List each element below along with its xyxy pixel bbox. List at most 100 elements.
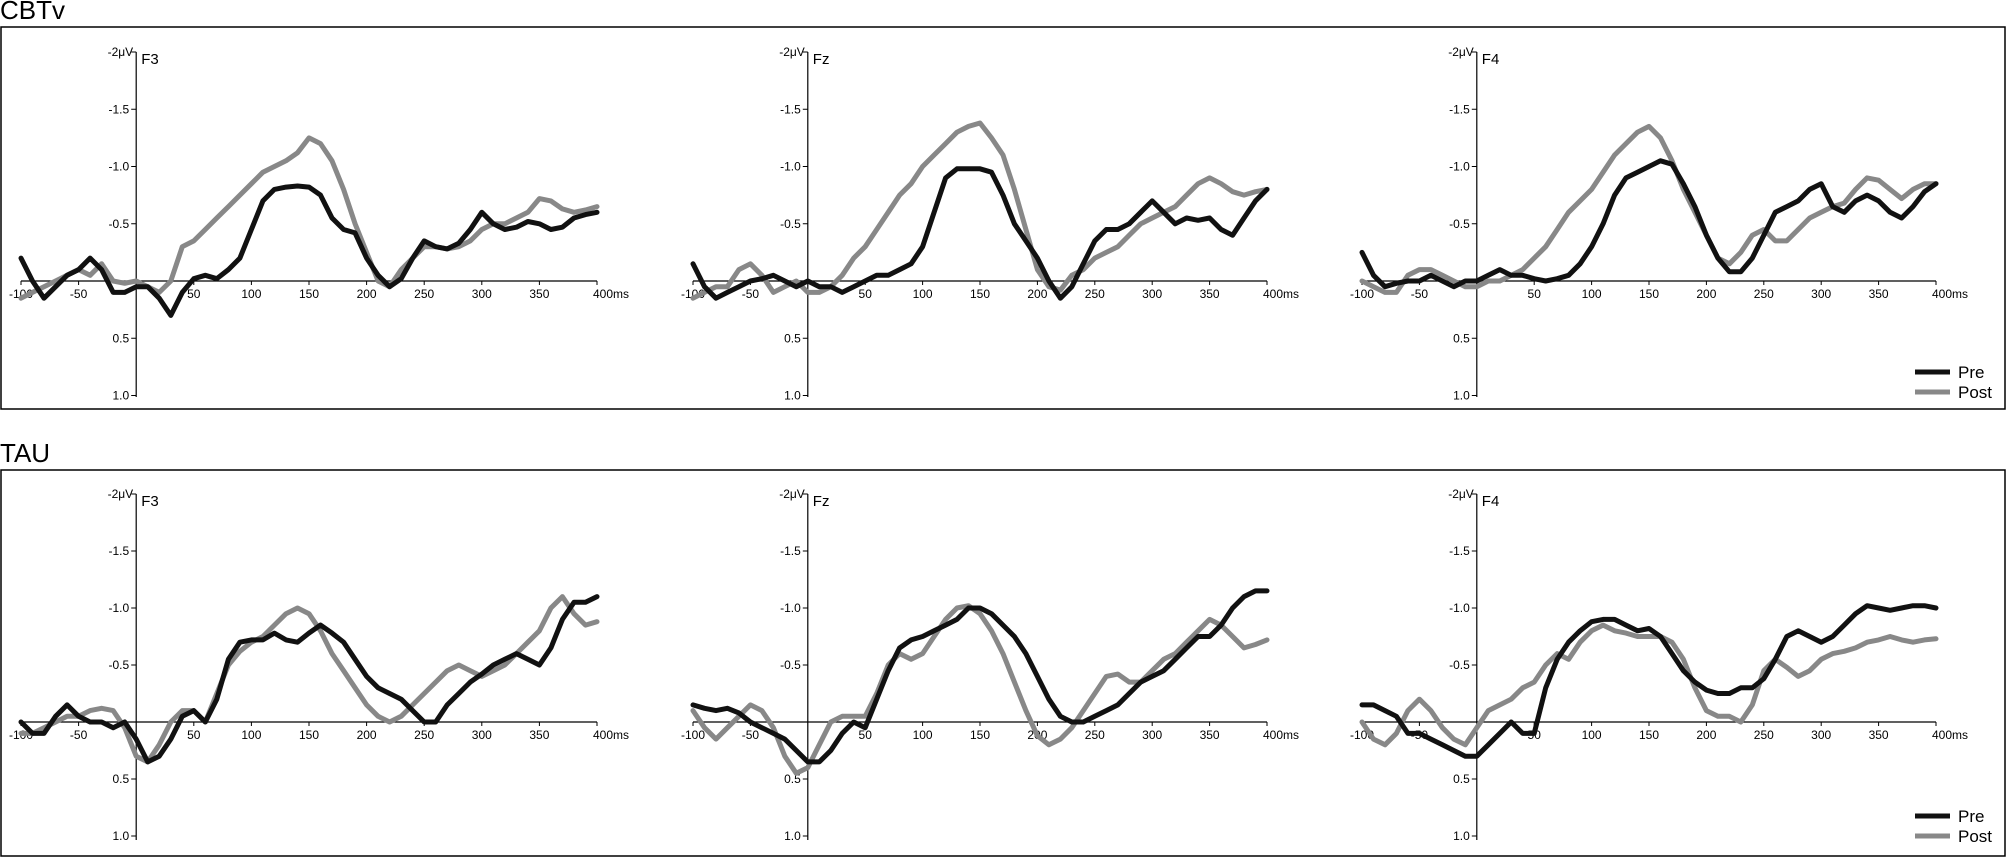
x-tick-label: 350 — [529, 287, 549, 301]
x-tick-label: -50 — [742, 728, 760, 742]
x-tick-label: 300 — [472, 287, 492, 301]
y-tick-label: -0.5 — [109, 217, 130, 231]
legend-label-post: Post — [1958, 383, 1992, 402]
y-axis-top-label: -2μV — [1448, 45, 1474, 59]
y-tick-label: 0.5 — [1453, 331, 1470, 345]
x-axis-end-label: 400ms — [593, 728, 629, 742]
y-axis-top-label: -2μV — [1448, 487, 1474, 501]
x-tick-label: 50 — [187, 728, 201, 742]
x-tick-label: 250 — [1085, 728, 1105, 742]
x-tick-label: 150 — [299, 287, 319, 301]
x-tick-label: 300 — [1142, 287, 1162, 301]
y-tick-label: 1.0 — [1453, 389, 1470, 403]
x-tick-label: 50 — [187, 287, 201, 301]
x-tick-label: 100 — [913, 728, 933, 742]
series-line-pre — [690, 166, 1270, 301]
series-line-pre — [1359, 603, 1939, 759]
x-tick-label: 250 — [414, 287, 434, 301]
x-tick-label: -50 — [742, 287, 760, 301]
x-tick-label: 300 — [1811, 287, 1831, 301]
y-tick-label: 0.5 — [784, 331, 801, 345]
x-tick-label: 350 — [1869, 728, 1889, 742]
electrode-label-f4: F4 — [1482, 493, 1500, 510]
group-title-cbtv: CBTv — [0, 0, 65, 25]
series-line-pre — [18, 594, 600, 765]
x-tick-label: 100 — [1582, 728, 1602, 742]
x-tick-label: 50 — [1528, 287, 1542, 301]
x-axis-end-label: 400ms — [1263, 728, 1299, 742]
series-line-post — [18, 594, 600, 765]
group-frame — [0, 469, 2006, 857]
y-tick-label: -0.5 — [1449, 217, 1470, 231]
erp-plot-fz: -2μV-1.5-1.0-0.50.51.0-100 -50 50 100 150 200… — [681, 45, 1299, 403]
x-tick-label: 350 — [1869, 287, 1889, 301]
x-tick-label: -100 — [1350, 287, 1374, 301]
x-tick-label: 150 — [299, 728, 319, 742]
erp-plot-f3: -2μV-1.5-1.0-0.50.51.0-100 -50 50 100 150 200… — [9, 45, 629, 403]
electrode-label-fz: Fz — [813, 51, 830, 68]
legend-label-pre: Pre — [1958, 807, 1984, 826]
y-tick-label: -1.0 — [780, 601, 801, 615]
x-tick-label: 50 — [859, 728, 873, 742]
erp-plot-f4: -2μV -1.5 -1.0 -0.5 0.5 1.0 -100 -50 50 100 150 200… — [1350, 45, 1968, 403]
y-tick-label: -1.0 — [109, 160, 130, 174]
x-tick-label: 250 — [414, 728, 434, 742]
x-tick-label: 250 — [1754, 728, 1774, 742]
y-tick-label: -0.5 — [109, 658, 130, 672]
series-line-pre — [18, 183, 600, 318]
y-tick-label: 1.0 — [1453, 829, 1470, 843]
y-tick-label: -1.5 — [109, 102, 130, 116]
y-tick-label: 1.0 — [784, 389, 801, 403]
y-tick-label: -0.5 — [780, 217, 801, 231]
y-tick-label: -0.5 — [780, 658, 801, 672]
x-axis-end-label: 400ms — [1932, 287, 1968, 301]
series-line-pre — [1359, 158, 1939, 290]
y-tick-label: 1.0 — [113, 389, 130, 403]
y-tick-label: -1.0 — [1449, 160, 1470, 174]
x-tick-label: 300 — [472, 728, 492, 742]
y-tick-label: -1.5 — [780, 544, 801, 558]
electrode-label-f4: F4 — [1482, 51, 1500, 68]
y-tick-label: -1.5 — [780, 102, 801, 116]
x-tick-label: -100 — [681, 728, 705, 742]
y-tick-label: 0.5 — [113, 772, 130, 786]
y-tick-label: 0.5 — [1453, 772, 1470, 786]
series-line-pre — [690, 588, 1270, 765]
series-line-post — [690, 120, 1270, 301]
x-tick-label: -50 — [1411, 287, 1429, 301]
y-axis-top-label: -2μV — [108, 487, 134, 501]
x-tick-label: 100 — [241, 287, 261, 301]
x-axis-end-label: 400ms — [593, 287, 629, 301]
electrode-label-f3: F3 — [141, 493, 159, 510]
x-tick-label: 100 — [241, 728, 261, 742]
y-tick-label: -0.5 — [1449, 658, 1470, 672]
electrode-label-fz: Fz — [813, 493, 830, 510]
series-line-post — [18, 135, 600, 301]
x-tick-label: 150 — [970, 287, 990, 301]
series-line-post — [1359, 622, 1939, 748]
x-tick-label: 300 — [1142, 728, 1162, 742]
legend-label-pre: Pre — [1958, 363, 1984, 382]
x-axis-end-label: 400ms — [1932, 728, 1968, 742]
tau-group: TAU -2μV -1.5 -1.0 -0.5 0.5 1.0 -100 -50 50 100 15… — [0, 438, 2006, 857]
x-tick-label: 150 — [1639, 728, 1659, 742]
x-tick-label: -50 — [70, 728, 88, 742]
x-tick-label: 100 — [1582, 287, 1602, 301]
cbtv-group: CBTv -2μV -1.5 -1.0 -0.5 0.5 1.0 -100 -50 50 100 1… — [0, 0, 2006, 410]
x-tick-label: 250 — [1085, 287, 1105, 301]
legend-label-post: Post — [1958, 827, 1992, 846]
y-tick-label: 0.5 — [113, 331, 130, 345]
x-tick-label: 100 — [913, 287, 933, 301]
group-frame — [0, 26, 2006, 410]
group-title-tau: TAU — [0, 438, 50, 468]
erp-plot-f3: -2μV-1.5-1.0-0.50.51.0-100 -50 50 100 150 200… — [9, 487, 629, 843]
y-tick-label: -1.0 — [1449, 601, 1470, 615]
y-tick-label: -1.5 — [1449, 102, 1470, 116]
y-tick-label: 1.0 — [784, 829, 801, 843]
y-tick-label: 1.0 — [113, 829, 130, 843]
y-tick-label: -1.0 — [780, 160, 801, 174]
x-tick-label: 350 — [529, 728, 549, 742]
x-tick-label: 300 — [1811, 728, 1831, 742]
